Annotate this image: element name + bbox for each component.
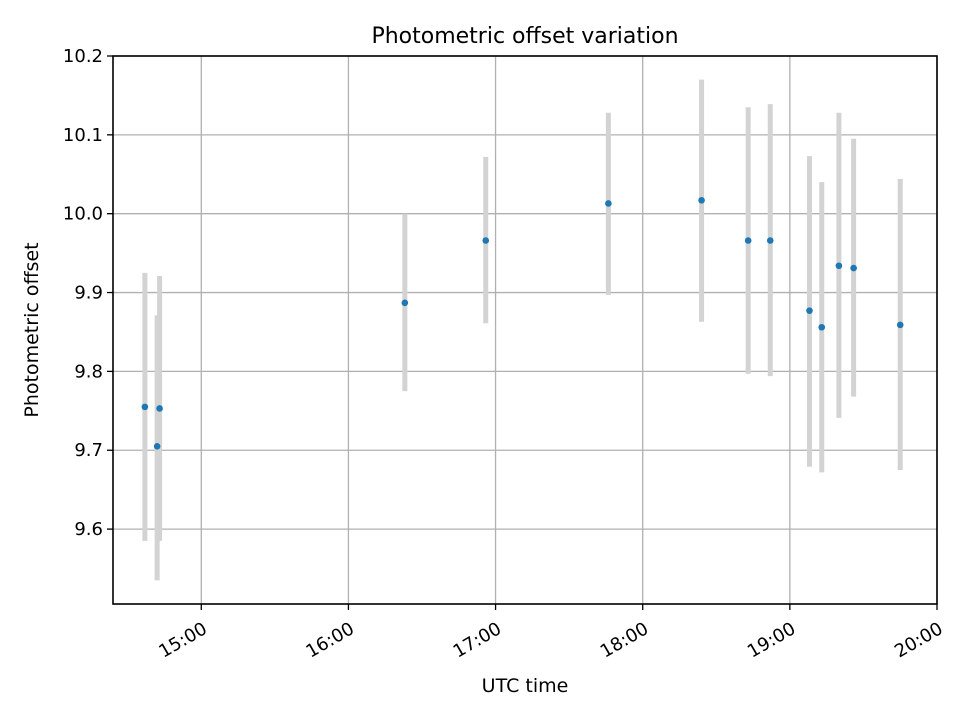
y-tick-label: 10.1 — [63, 125, 103, 146]
data-point — [605, 200, 612, 207]
data-point — [766, 237, 774, 244]
errorbar-layer — [142, 79, 903, 581]
x-tick-label: 19:00 — [744, 618, 799, 662]
x-tick-label: 15:00 — [155, 618, 210, 662]
data-point — [153, 443, 161, 450]
y-tick-label: 9.7 — [74, 440, 103, 461]
x-axis-ticks: 15:00 16:00 17:00 18:00 19:00 20:00 — [155, 604, 947, 662]
y-axis-ticks: 9.6 9.7 9.8 9.9 10.0 10.1 10.2 — [63, 46, 113, 540]
data-point — [818, 323, 826, 331]
y-tick-label: 9.8 — [74, 361, 103, 382]
data-point — [835, 262, 843, 270]
data-point — [806, 307, 813, 314]
x-tick-label: 16:00 — [303, 618, 358, 662]
data-point — [482, 237, 490, 244]
data-point — [401, 299, 409, 307]
data-point — [850, 264, 857, 272]
point-layer — [141, 196, 904, 450]
y-tick-label: 9.9 — [74, 283, 103, 304]
chart-title: Photometric offset variation — [371, 24, 678, 49]
y-axis-label: Photometric offset — [21, 242, 43, 417]
x-axis-label: UTC time — [482, 675, 569, 697]
plot-frame — [112, 55, 938, 605]
x-tick-label: 18:00 — [597, 618, 652, 662]
data-point — [156, 405, 163, 412]
y-tick-label: 10.0 — [63, 204, 103, 225]
y-tick-label: 9.6 — [74, 519, 103, 540]
x-tick-label: 17:00 — [450, 618, 505, 662]
data-point — [141, 403, 149, 411]
data-point — [744, 237, 752, 244]
grid-layer — [113, 55, 938, 604]
data-point — [896, 321, 904, 329]
data-point — [698, 196, 705, 204]
y-tick-label: 10.2 — [63, 46, 103, 67]
x-tick-label: 20:00 — [891, 618, 946, 662]
